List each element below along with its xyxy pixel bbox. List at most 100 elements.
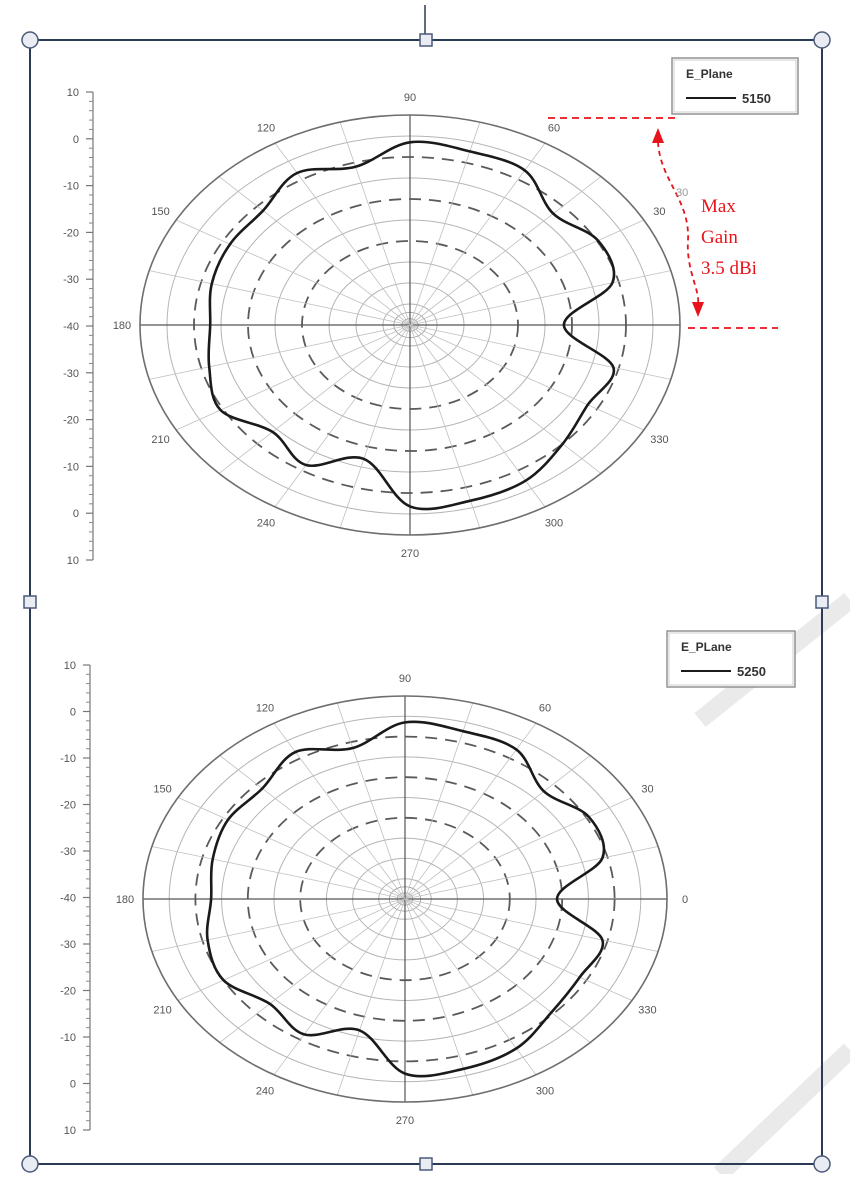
annotation-line-2: Gain (701, 227, 738, 248)
angle-tick-label: 120 (257, 123, 275, 135)
grid-spoke (409, 324, 546, 508)
edge-resize-handle[interactable] (419, 1157, 433, 1171)
grid-spoke (409, 324, 602, 474)
radial-tick-label: 0 (70, 707, 76, 719)
edge-resize-handle[interactable] (419, 33, 433, 47)
polar-chart-1: 306090120150180210240270300330100-10-20-… (63, 57, 799, 567)
angle-tick-label: 180 (116, 894, 134, 906)
polar-grid (142, 695, 668, 1103)
angle-tick-label: 300 (545, 517, 563, 529)
grid-spoke (404, 898, 633, 1001)
grid-spoke (404, 797, 633, 900)
legend-box (671, 57, 799, 115)
outer-ring (139, 114, 681, 536)
series-line-5250 (205, 720, 606, 1078)
arrow-head-up (652, 128, 664, 143)
angle-tick-label: 90 (399, 673, 411, 685)
grid-spoke (219, 898, 406, 1043)
angle-tick-label: 330 (650, 434, 668, 446)
grid-spoke (409, 324, 481, 528)
grid-spoke (176, 219, 411, 326)
corner-resize-handle[interactable] (813, 1155, 831, 1173)
radial-tick-label: -30 (63, 368, 79, 380)
grid-spoke (404, 846, 659, 900)
legend-title: E_Plane (686, 67, 733, 81)
angle-tick-label: 240 (257, 517, 275, 529)
radial-tick-label: -20 (60, 986, 76, 998)
series-line-5150 (207, 140, 616, 511)
angle-tick-labels: 0 30 60 90 120 150 180 210 240 270 300 330 (116, 673, 688, 1127)
angle-tick-label: 30 (676, 187, 688, 199)
radial-tick-label: 10 (67, 87, 79, 99)
radial-scale-axis: 10 0 -10 -20 -30 -40 -30 -20 -10 0 10 (63, 87, 94, 567)
radial-tick-label: -10 (63, 181, 79, 193)
radial-tick-label: -30 (60, 846, 76, 858)
grid-spoke (151, 846, 406, 900)
grid-spoke (339, 122, 411, 326)
grid-spoke (404, 755, 591, 900)
grid-spoke (404, 898, 537, 1076)
legend-series-label: 5150 (742, 91, 771, 106)
angle-tick-label: 150 (151, 206, 169, 218)
corner-resize-handle[interactable] (21, 1155, 39, 1173)
radial-tick-label: -20 (63, 415, 79, 427)
radial-tick-label: 10 (67, 555, 79, 567)
angle-tick-label: 180 (113, 320, 131, 332)
gain-arrow (657, 141, 700, 305)
grid-spoke (409, 324, 644, 431)
annotation-line-1: Max (701, 196, 736, 217)
edge-resize-handle[interactable] (815, 595, 829, 609)
angle-tick-label: 60 (539, 703, 551, 715)
angle-tick-label: 330 (638, 1005, 656, 1017)
angle-tick-label: 150 (153, 784, 171, 796)
radial-scale-axis: 10 0 -10 -20 -30 -40 -30 -20 -10 0 10 (60, 660, 91, 1137)
radial-tick-label: -40 (60, 893, 76, 905)
grid-spoke (409, 142, 546, 326)
grid-spoke (339, 324, 411, 528)
grid-spoke (273, 898, 406, 1076)
radial-tick-label: -20 (60, 800, 76, 812)
grid-spoke (177, 898, 406, 1001)
radial-tick-label: -40 (63, 321, 79, 333)
angle-tick-labels: 30 60 90 120 150 180 210 240 270 300 330 (113, 92, 669, 560)
corner-resize-handle[interactable] (21, 31, 39, 49)
edge-resize-handle[interactable] (23, 595, 37, 609)
legend-title: E_PLane (681, 640, 732, 654)
polar-chart-2: 0 30 60 90 120 150 180 210 240 270 300 330 10 0 -10 -20… (60, 630, 796, 1137)
corner-resize-handle[interactable] (813, 31, 831, 49)
grid-spoke (218, 176, 411, 326)
radial-tick-label: -30 (60, 939, 76, 951)
angle-tick-label: 270 (396, 1115, 414, 1127)
outer-ring (142, 695, 668, 1103)
angle-tick-label: 90 (404, 92, 416, 104)
angle-tick-label: 240 (256, 1085, 274, 1097)
grid-spoke (219, 755, 406, 900)
angle-tick-label: 210 (151, 434, 169, 446)
angle-tick-label: 270 (401, 548, 419, 560)
grid-spoke (409, 219, 644, 326)
legend: E_PLane 5250 (666, 630, 796, 688)
radial-tick-label: 0 (73, 508, 79, 520)
radial-tick-label: -10 (60, 1032, 76, 1044)
grid-spoke (149, 324, 411, 380)
grid-spoke (404, 898, 474, 1096)
radial-tick-label: -30 (63, 274, 79, 286)
grid-spoke (177, 797, 406, 900)
grid-spoke (218, 324, 411, 474)
grid-spoke (409, 176, 602, 326)
radial-tick-label: -20 (63, 227, 79, 239)
angle-tick-label: 0 (682, 894, 688, 906)
angle-tick-label: 120 (256, 703, 274, 715)
radial-tick-label: -10 (60, 753, 76, 765)
polar-grid (139, 114, 681, 536)
radial-tick-label: 10 (64, 1125, 76, 1137)
radial-tick-label: 10 (64, 660, 76, 672)
grid-spoke (404, 722, 537, 900)
legend-series-label: 5250 (737, 664, 766, 679)
grid-spoke (336, 898, 406, 1096)
max-gain-annotation: Max Gain 3.5 dBi 30 (548, 117, 778, 329)
angle-tick-label: 210 (153, 1005, 171, 1017)
grid-spoke (409, 270, 671, 326)
